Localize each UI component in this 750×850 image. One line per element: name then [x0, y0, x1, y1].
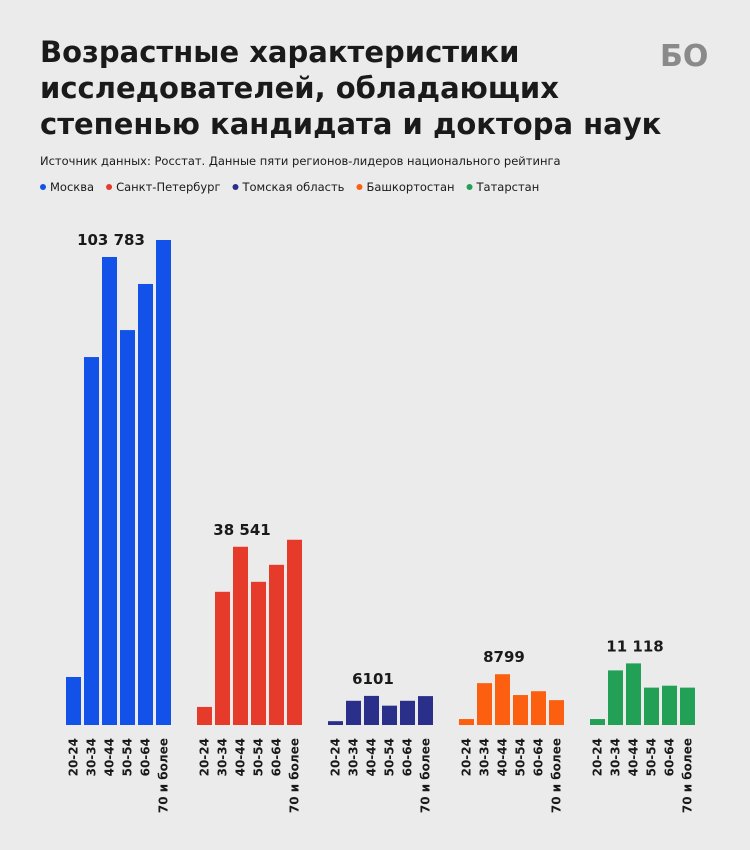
chart-title: Возрастные характеристики	[40, 35, 519, 69]
legend-marker	[466, 184, 473, 190]
total-label: 8799	[483, 648, 525, 666]
bar	[251, 581, 266, 725]
bar	[418, 696, 433, 725]
legend-label: Татарстан	[476, 180, 540, 194]
bar	[549, 700, 564, 725]
x-tick-label: 40-44	[496, 738, 510, 776]
bar	[84, 357, 99, 725]
legend-marker	[232, 184, 239, 190]
bar	[495, 674, 510, 725]
bar	[215, 591, 230, 725]
chart-title: исследователей, обладающих	[40, 71, 559, 105]
legend-marker	[356, 184, 363, 190]
legend-marker	[40, 184, 46, 190]
legend-label: Томская область	[242, 180, 345, 194]
x-tick-label: 20-24	[198, 738, 212, 776]
x-tick-label: 60-64	[401, 738, 415, 776]
x-tick-label: 60-64	[532, 738, 546, 776]
bar	[197, 706, 212, 725]
x-tick-label: 40-44	[627, 738, 641, 776]
bar	[531, 691, 546, 725]
chart-title: степенью кандидата и доктора наук	[40, 107, 662, 141]
legend-marker	[106, 184, 113, 190]
legend-label: Москва	[50, 180, 94, 194]
bar	[287, 539, 302, 725]
x-tick-label: 20-24	[67, 738, 81, 776]
bar	[513, 695, 528, 725]
bar	[608, 670, 623, 725]
bar	[382, 705, 397, 725]
x-tick-label: 70 и более	[419, 738, 433, 813]
bar	[590, 719, 605, 725]
x-tick-label: 30-34	[478, 738, 492, 776]
x-tick-label: 50-54	[252, 738, 266, 776]
bar	[459, 719, 474, 725]
legend-label: Санкт-Петербург	[116, 180, 220, 194]
x-tick-label: 70 и более	[681, 738, 695, 813]
bar	[662, 685, 677, 725]
x-tick-label: 50-54	[514, 738, 528, 776]
x-tick-label: 70 и более	[157, 738, 171, 813]
bar	[644, 687, 659, 725]
total-label: 38 541	[213, 521, 270, 539]
x-tick-label: 50-54	[121, 738, 135, 776]
bar	[680, 687, 695, 725]
x-tick-label: 70 и более	[288, 738, 302, 813]
x-tick-label: 40-44	[234, 738, 248, 776]
bar	[156, 240, 171, 725]
bar	[346, 700, 361, 725]
bar	[66, 676, 81, 725]
bar	[102, 256, 117, 725]
total-label: 6101	[352, 670, 394, 688]
total-label: 11 118	[606, 637, 663, 655]
bar	[626, 663, 641, 725]
x-tick-label: 60-64	[270, 738, 284, 776]
bar	[138, 283, 153, 725]
x-tick-label: 20-24	[329, 738, 343, 776]
x-tick-label: 50-54	[383, 738, 397, 776]
legend-label: Башкортостан	[366, 180, 454, 194]
x-tick-label: 70 и более	[550, 738, 564, 813]
x-tick-label: 30-34	[609, 738, 623, 776]
bar	[120, 330, 135, 725]
bar	[364, 695, 379, 725]
x-tick-label: 20-24	[591, 738, 605, 776]
x-tick-label: 50-54	[645, 738, 659, 776]
bar	[328, 721, 343, 725]
x-tick-label: 40-44	[103, 738, 117, 776]
x-tick-label: 30-34	[347, 738, 361, 776]
subtitle: Источник данных: Росстат. Данные пяти ре…	[40, 154, 561, 168]
x-tick-label: 40-44	[365, 738, 379, 776]
x-tick-label: 60-64	[139, 738, 153, 776]
logo: БО	[660, 39, 708, 74]
x-tick-label: 60-64	[663, 738, 677, 776]
total-label: 103 783	[77, 231, 145, 249]
x-tick-label: 30-34	[216, 738, 230, 776]
bar	[233, 546, 248, 725]
bar	[400, 700, 415, 725]
bar	[269, 564, 284, 725]
bar	[477, 683, 492, 725]
x-tick-label: 20-24	[460, 738, 474, 776]
x-tick-label: 30-34	[85, 738, 99, 776]
